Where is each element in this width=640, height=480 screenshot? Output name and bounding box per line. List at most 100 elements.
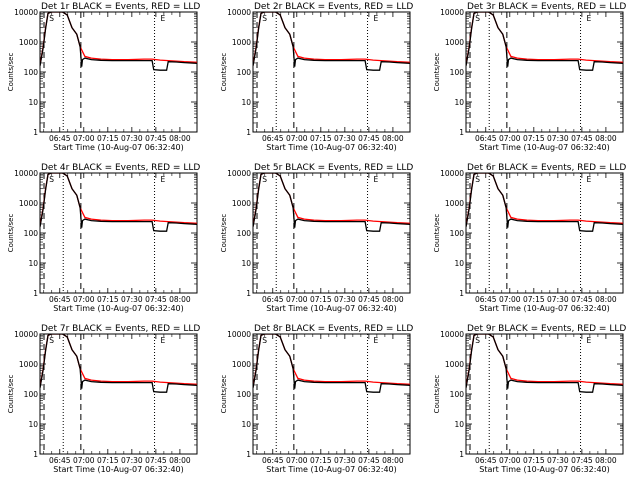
y-tick-label: 1 (246, 289, 251, 298)
x-axis-label: Start Time (10-Aug-07 06:32:40) (53, 143, 184, 152)
x-tick-label: 07:30 (334, 134, 356, 143)
y-axis-label: Counts/sec (433, 53, 441, 92)
x-tick-label: 07:30 (547, 295, 569, 304)
x-tick-label: 08:00 (595, 295, 617, 304)
y-tick-label: 10000 (14, 330, 38, 339)
x-tick-label: 08:00 (169, 134, 191, 143)
x-axis-label: Start Time (10-Aug-07 06:32:40) (266, 465, 397, 474)
x-tick-label: 06:45 (475, 134, 497, 143)
end-marker: E (161, 336, 166, 345)
events-series-line (466, 173, 623, 232)
y-tick-label: 1000 (232, 199, 251, 208)
end-marker: E (374, 336, 379, 345)
x-tick-label: 07:30 (121, 295, 143, 304)
events-series-line (466, 12, 623, 71)
y-tick-label: 1 (246, 128, 251, 137)
x-tick-label: 07:45 (358, 456, 380, 465)
start-marker: S (475, 336, 480, 345)
y-axis-label: Counts/sec (433, 375, 441, 414)
x-tick-label: 07:00 (286, 295, 308, 304)
y-tick-label: 10 (454, 420, 464, 429)
end-marker: E (587, 14, 592, 23)
x-tick-label: 07:00 (286, 456, 308, 465)
panel-title: Det 2r BLACK = Events, RED = LLD (254, 2, 413, 12)
y-tick-label: 100 (450, 390, 465, 399)
x-axis-label: Start Time (10-Aug-07 06:32:40) (479, 465, 610, 474)
start-marker: S (49, 175, 54, 184)
x-tick-label: 08:00 (169, 456, 191, 465)
y-tick-label: 10000 (440, 330, 464, 339)
x-tick-label: 07:00 (499, 295, 521, 304)
end-marker: E (374, 175, 379, 184)
end-marker: E (161, 175, 166, 184)
x-axis-label: Start Time (10-Aug-07 06:32:40) (53, 465, 184, 474)
panel-title: Det 6r BLACK = Events, RED = LLD (467, 163, 626, 173)
events-series-line (253, 173, 410, 232)
y-tick-label: 10000 (227, 8, 251, 17)
y-tick-label: 10000 (440, 8, 464, 17)
y-tick-label: 1 (246, 450, 251, 459)
x-tick-label: 08:00 (169, 295, 191, 304)
y-axis-label: Counts/sec (220, 53, 228, 92)
y-tick-label: 10 (241, 420, 251, 429)
x-tick-label: 07:00 (73, 134, 95, 143)
y-axis-label: Counts/sec (7, 53, 15, 92)
y-tick-label: 1 (33, 450, 38, 459)
y-tick-label: 10 (28, 98, 38, 107)
start-marker: S (49, 336, 54, 345)
y-tick-label: 1000 (19, 360, 38, 369)
x-tick-label: 06:45 (49, 295, 71, 304)
x-tick-label: 07:00 (286, 134, 308, 143)
x-tick-label: 07:15 (97, 134, 119, 143)
x-tick-label: 07:00 (499, 456, 521, 465)
x-tick-label: 07:15 (523, 456, 545, 465)
y-tick-label: 100 (237, 68, 252, 77)
y-tick-label: 100 (24, 68, 39, 77)
start-marker: S (262, 175, 267, 184)
x-tick-label: 07:30 (334, 295, 356, 304)
x-tick-label: 08:00 (382, 134, 404, 143)
x-tick-label: 07:30 (547, 456, 569, 465)
y-tick-label: 10000 (14, 169, 38, 178)
x-tick-label: 07:45 (145, 134, 167, 143)
y-axis-label: Counts/sec (220, 214, 228, 253)
x-tick-label: 06:45 (262, 456, 284, 465)
start-marker: S (475, 14, 480, 23)
x-tick-label: 06:45 (262, 295, 284, 304)
panel-title: Det 7r BLACK = Events, RED = LLD (41, 324, 200, 334)
x-tick-label: 06:45 (475, 456, 497, 465)
x-tick-label: 07:45 (358, 134, 380, 143)
end-marker: E (374, 14, 379, 23)
y-tick-label: 1 (459, 128, 464, 137)
y-tick-label: 10 (28, 259, 38, 268)
x-tick-label: 07:15 (310, 456, 332, 465)
x-tick-label: 07:30 (121, 134, 143, 143)
y-tick-label: 1000 (445, 38, 464, 47)
y-tick-label: 1000 (445, 360, 464, 369)
x-tick-label: 08:00 (595, 456, 617, 465)
end-marker: E (587, 336, 592, 345)
x-tick-label: 07:30 (547, 134, 569, 143)
x-tick-label: 07:45 (571, 134, 593, 143)
x-tick-label: 07:15 (523, 134, 545, 143)
x-tick-label: 07:45 (571, 456, 593, 465)
y-tick-label: 1000 (19, 38, 38, 47)
x-tick-label: 07:30 (334, 456, 356, 465)
panel-title: Det 4r BLACK = Events, RED = LLD (41, 163, 200, 173)
y-tick-label: 100 (237, 229, 252, 238)
x-tick-label: 07:15 (310, 134, 332, 143)
end-marker: E (161, 14, 166, 23)
y-tick-label: 10000 (14, 8, 38, 17)
y-tick-label: 10000 (440, 169, 464, 178)
end-marker: E (587, 175, 592, 184)
panel-title: Det 9r BLACK = Events, RED = LLD (467, 324, 626, 334)
events-series-line (40, 334, 197, 393)
start-marker: S (49, 14, 54, 23)
y-axis-label: Counts/sec (7, 214, 15, 253)
x-tick-label: 07:00 (499, 134, 521, 143)
events-series-line (40, 12, 197, 71)
y-tick-label: 1 (459, 289, 464, 298)
x-axis-label: Start Time (10-Aug-07 06:32:40) (479, 304, 610, 313)
x-tick-label: 07:15 (97, 456, 119, 465)
